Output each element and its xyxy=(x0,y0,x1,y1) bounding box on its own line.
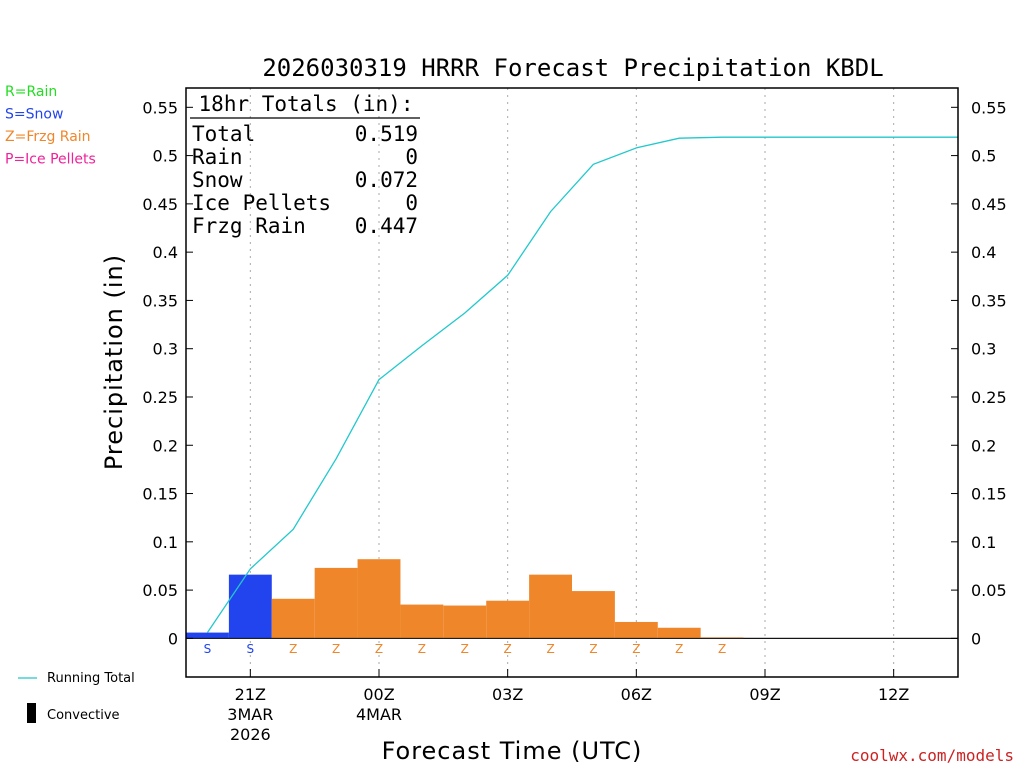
y-tick-label-right: 0.5 xyxy=(971,147,996,166)
y-tick-label-left: 0.55 xyxy=(142,98,178,117)
type-legend-item: Z=Frzg Rain xyxy=(5,129,91,145)
running-total-line xyxy=(206,136,958,633)
credit-text: coolwx.com/models xyxy=(850,746,1014,765)
x-tick-label: 21Z xyxy=(235,685,266,704)
precip-bar-22 xyxy=(271,598,315,639)
precip-type-label: Z xyxy=(546,642,554,656)
chart-title: 2026030319 HRRR Forecast Precipitation K… xyxy=(262,54,883,82)
x-tick-label: 03Z xyxy=(492,685,523,704)
precip-bar-24 xyxy=(357,559,401,639)
y-tick-label-right: 0.25 xyxy=(971,388,1007,407)
totals-row-label: Snow xyxy=(192,168,243,192)
x-tick-label: 00Z xyxy=(363,685,394,704)
x-tick-label: 2026 xyxy=(230,725,271,744)
precip-bar-31 xyxy=(657,627,701,639)
precip-bar-28 xyxy=(529,574,572,639)
type-legend-item: R=Rain xyxy=(5,84,57,100)
x-axis-label: Forecast Time (UTC) xyxy=(382,737,643,765)
x-tick-label: 06Z xyxy=(621,685,652,704)
plot-frame xyxy=(185,87,959,678)
precip-bar-20 xyxy=(186,632,229,639)
precip-type-label: Z xyxy=(461,642,469,656)
precip-bar-21 xyxy=(228,574,272,639)
y-tick-label-right: 0.2 xyxy=(971,436,996,455)
totals-row-value: 0.072 xyxy=(355,168,418,192)
x-tick-label: 12Z xyxy=(878,685,909,704)
y-tick-label-left: 0.5 xyxy=(153,147,178,166)
y-axis-label: Precipitation (in) xyxy=(100,254,128,470)
x-tick-label: 3MAR xyxy=(227,705,273,724)
totals-row-value: 0.519 xyxy=(355,122,418,146)
precip-type-label: Z xyxy=(418,642,426,656)
precip-type-label: S xyxy=(247,642,255,656)
y-tick-label-left: 0.1 xyxy=(153,533,178,552)
y-axis-right: 0 0.05 0.1 0.15 0.2 0.25 0.3 0.35 0.4 0.45 0.5 0.55 xyxy=(951,98,1007,648)
y-tick-label-right: 0.1 xyxy=(971,533,996,552)
y-tick-label-right: 0.15 xyxy=(971,485,1007,504)
y-tick-label-left: 0.3 xyxy=(153,340,178,359)
totals-row-label: Total xyxy=(192,122,255,146)
bottom-legend: Running Total Convective xyxy=(18,671,135,723)
totals-header: 18hr Totals (in): xyxy=(199,92,414,116)
precip-type-label: Z xyxy=(718,642,726,656)
totals-row-value: 0 xyxy=(405,191,418,215)
precip-type-label: Z xyxy=(632,642,640,656)
totals-row-label: Frzg Rain xyxy=(192,214,306,238)
y-tick-label-right: 0.05 xyxy=(971,581,1007,600)
precip-bar-27 xyxy=(486,600,530,639)
y-tick-label-right: 0.3 xyxy=(971,340,996,359)
y-tick-label-left: 0 xyxy=(168,629,178,648)
precip-bar-30 xyxy=(614,621,658,639)
y-tick-label-right: 0 xyxy=(971,629,981,648)
y-tick-label-right: 0.35 xyxy=(971,291,1007,310)
y-axis-left: 0 0.05 0.1 0.15 0.2 0.25 0.3 0.35 0.4 0.45 0.5 0.55 xyxy=(142,98,193,648)
precip-type-label: Z xyxy=(504,642,512,656)
y-tick-label-left: 0.15 xyxy=(142,485,178,504)
totals-row-value: 0 xyxy=(405,145,418,169)
y-tick-label-left: 0.35 xyxy=(142,291,178,310)
y-tick-label-left: 0.2 xyxy=(153,436,178,455)
totals-row-value: 0.447 xyxy=(355,214,418,238)
convective-legend-label: Convective xyxy=(47,708,120,723)
type-legend-item: S=Snow xyxy=(5,107,63,123)
y-tick-label-right: 0.45 xyxy=(971,195,1007,214)
precip-bar-25 xyxy=(400,604,444,639)
type-legend-item: P=Ice Pellets xyxy=(5,152,96,168)
precip-bar-23 xyxy=(314,567,358,639)
totals-row-label: Rain xyxy=(192,145,243,169)
y-tick-label-right: 0.55 xyxy=(971,98,1007,117)
precip-type-label: S xyxy=(204,642,212,656)
y-tick-label-left: 0.25 xyxy=(142,388,178,407)
precip-bars xyxy=(186,559,958,639)
x-tick-label: 09Z xyxy=(749,685,780,704)
precip-type-label: Z xyxy=(589,642,597,656)
precip-bar-26 xyxy=(443,605,487,639)
running-total-legend-label: Running Total xyxy=(47,671,135,686)
y-tick-label-right: 0.4 xyxy=(971,243,996,262)
y-tick-label-left: 0.05 xyxy=(142,581,178,600)
y-tick-label-left: 0.4 xyxy=(153,243,178,262)
precip-bar-29 xyxy=(572,591,615,639)
precip-type-label: Z xyxy=(675,642,683,656)
x-tick-label: 4MAR xyxy=(356,705,402,724)
totals-row-label: Ice Pellets xyxy=(192,191,331,215)
totals-box: 18hr Totals (in): Total 0.519 Rain 0 Snow 0.07… xyxy=(190,92,420,238)
precip-type-legend: R=Rain S=Snow Z=Frzg Rain P=Ice Pellets xyxy=(5,84,96,168)
precip-type-label: Z xyxy=(375,642,383,656)
precip-type-label: Z xyxy=(289,642,297,656)
convective-legend-swatch xyxy=(27,703,36,723)
precip-type-label: Z xyxy=(332,642,340,656)
y-tick-label-left: 0.45 xyxy=(142,195,178,214)
